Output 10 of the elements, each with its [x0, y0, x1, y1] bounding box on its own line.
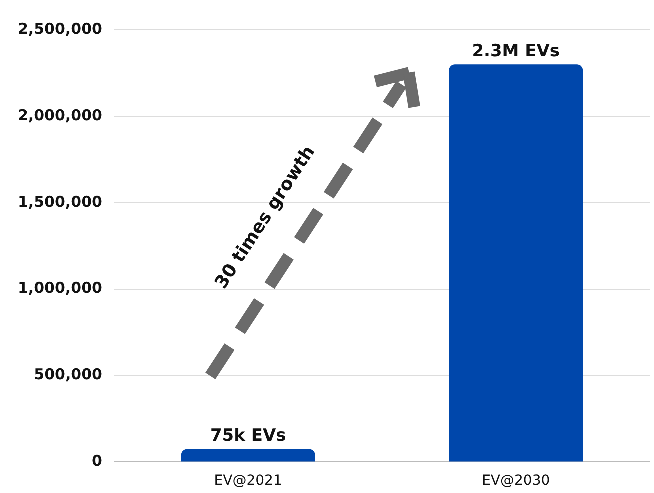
y-tick-label: 2,000,000 — [18, 106, 102, 124]
x-tick-label: EV@2030 — [482, 473, 550, 490]
y-tick-label: 1,000,000 — [18, 279, 102, 298]
y-tick-label: 1,500,000 — [18, 192, 102, 211]
data-label: 2.3M EVs — [472, 42, 560, 62]
y-tick-label: 500,000 — [34, 366, 102, 384]
data-label: 75k EVs — [210, 426, 286, 446]
y-tick-label: 0 — [92, 452, 102, 470]
y-tick-label: 2,500,000 — [18, 20, 102, 38]
x-tick-label: EV@2021 — [214, 473, 282, 490]
